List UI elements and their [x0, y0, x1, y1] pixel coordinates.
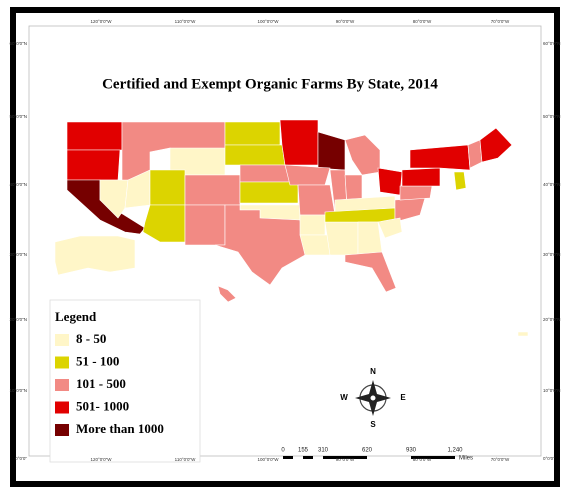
state — [239, 181, 299, 204]
state — [399, 185, 433, 201]
state — [344, 251, 397, 293]
compass: N S W E — [340, 367, 406, 429]
state — [214, 204, 306, 286]
latitude-label: 50°0'0"N — [543, 114, 561, 119]
scale-bar: 0 155 310 620 930 1,240 Miles — [281, 448, 473, 462]
state — [239, 164, 291, 183]
state — [401, 167, 441, 187]
legend-box — [49, 299, 201, 463]
state — [324, 221, 359, 256]
longitude-label: 80°0'0"W — [413, 457, 432, 462]
latitude-label: 20°0'0"N — [543, 317, 561, 322]
state — [377, 217, 403, 239]
scale-seg — [303, 456, 313, 459]
latitude-label: 20°0'0"N — [9, 317, 27, 322]
state — [224, 144, 286, 166]
latitude-label: 50°0'0"N — [9, 114, 27, 119]
state — [453, 171, 467, 191]
scale-label: 930 — [406, 448, 417, 454]
latitude-label: 60°0'0"N — [543, 41, 561, 46]
longitude-label: 100°0'0"W — [257, 457, 279, 462]
scale-label: 620 — [362, 448, 373, 454]
legend-swatch — [55, 424, 69, 436]
scale-label: 1,240 — [447, 448, 463, 454]
state — [409, 144, 471, 171]
latitude-label: 60°0'0"N — [9, 41, 27, 46]
state — [66, 149, 121, 181]
state — [54, 235, 136, 276]
state — [184, 204, 226, 246]
longitude-label: 70°0'0"W — [491, 19, 510, 24]
latitude-label: 0°0'0" — [543, 456, 555, 461]
state — [66, 121, 123, 151]
state — [357, 221, 383, 256]
legend-swatch — [55, 334, 69, 346]
scale-seg — [323, 456, 367, 459]
scale-unit: Miles — [459, 456, 473, 462]
legend-swatch — [55, 356, 69, 369]
longitude-label: 100°0'0"W — [257, 19, 279, 24]
scale-seg — [283, 456, 293, 459]
legend: 8 - 50 51 - 100 101 - 500 501- 1000 More tha… — [55, 331, 164, 436]
longitude-label: 90°0'0"W — [336, 19, 355, 24]
longitude-label: 70°0'0"W — [491, 457, 510, 462]
latitude-label: 30°0'0"N — [543, 252, 561, 257]
compass-n: N — [370, 367, 376, 376]
legend-label: 501- 1000 — [76, 398, 129, 413]
compass-center — [369, 394, 377, 402]
states — [54, 119, 529, 337]
latitude-label: 40°0'0"N — [9, 182, 27, 187]
scale-label: 310 — [318, 448, 329, 454]
longitude-label: 120°0'0"W — [90, 19, 112, 24]
latitude-label: 10°0'0"N — [543, 388, 561, 393]
state — [184, 174, 241, 206]
longitude-label: 110°0'0"W — [175, 19, 196, 24]
state — [149, 169, 186, 206]
graticule-labels: 120°0'0"W 120°0'0"W 110°0'0"W 110°0'0"W 100°… — [9, 19, 560, 462]
latitude-label: 10°0'0"N — [9, 388, 27, 393]
state — [217, 285, 237, 303]
latitude-label: 0°0'0" — [15, 456, 27, 461]
state — [279, 119, 319, 166]
state — [299, 214, 326, 236]
legend-swatch — [55, 379, 69, 391]
longitude-label: 90°0'0"W — [336, 457, 355, 462]
state — [224, 121, 281, 146]
state — [517, 331, 529, 337]
compass-w: W — [340, 393, 348, 402]
latitude-label: 30°0'0"N — [9, 252, 27, 257]
scale-seg — [411, 456, 455, 459]
state — [479, 127, 513, 163]
map-title: Certified and Exempt Organic Farms By St… — [102, 76, 438, 92]
longitude-label: 110°0'0"W — [175, 457, 196, 462]
legend-swatch — [55, 401, 69, 414]
legend-label: 8 - 50 — [76, 331, 106, 346]
legend-label: 101 - 500 — [76, 376, 126, 391]
longitude-label: 80°0'0"W — [413, 19, 432, 24]
longitude-label: 120°0'0"W — [90, 457, 112, 462]
legend-label: 51 - 100 — [76, 353, 119, 368]
scale-label: 0 — [281, 448, 285, 454]
state — [297, 184, 336, 216]
compass-e: E — [400, 393, 406, 402]
legend-label: More than 1000 — [76, 421, 164, 436]
state — [284, 164, 331, 186]
latitude-label: 40°0'0"N — [543, 182, 561, 187]
compass-s: S — [370, 420, 376, 429]
legend-title: Legend — [55, 309, 97, 324]
state — [377, 167, 403, 196]
scale-label: 155 — [298, 448, 309, 454]
